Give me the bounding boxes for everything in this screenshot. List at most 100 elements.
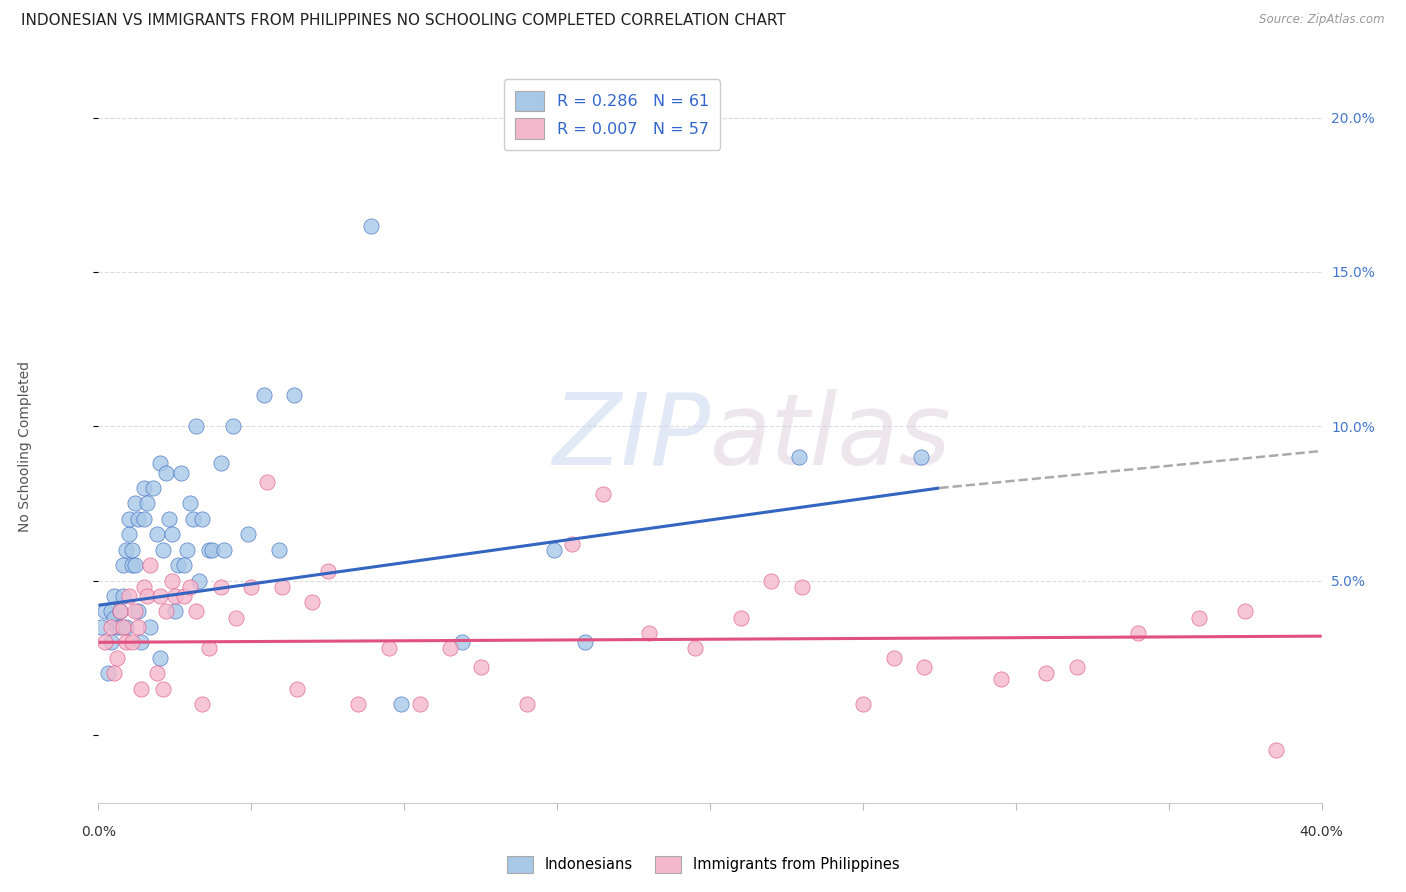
Point — [103, 610, 125, 624]
Point — [160, 574, 183, 588]
Point — [470, 660, 492, 674]
Point — [167, 558, 190, 573]
Point — [883, 650, 905, 665]
Point — [134, 481, 156, 495]
Point — [100, 635, 122, 649]
Point — [408, 697, 430, 711]
Point — [179, 496, 201, 510]
Point — [787, 450, 810, 464]
Point — [389, 697, 412, 711]
Point — [111, 558, 134, 573]
Point — [683, 641, 706, 656]
Point — [152, 681, 174, 696]
Point — [301, 595, 323, 609]
Point — [267, 542, 290, 557]
Point — [108, 604, 131, 618]
Point — [118, 512, 141, 526]
Point — [103, 589, 125, 603]
Text: 40.0%: 40.0% — [1299, 825, 1344, 839]
Point — [912, 660, 935, 674]
Point — [108, 620, 131, 634]
Point — [270, 580, 292, 594]
Point — [152, 542, 174, 557]
Point — [115, 620, 138, 634]
Point — [103, 666, 125, 681]
Point — [181, 512, 204, 526]
Point — [852, 697, 875, 711]
Point — [439, 641, 461, 656]
Point — [134, 580, 156, 594]
Point — [197, 542, 219, 557]
Point — [209, 580, 232, 594]
Point — [561, 536, 583, 550]
Point — [127, 604, 149, 618]
Point — [238, 527, 260, 541]
Point — [222, 419, 245, 434]
Point — [170, 466, 193, 480]
Point — [139, 620, 162, 634]
Point — [149, 650, 172, 665]
Point — [149, 589, 172, 603]
Legend: Indonesians, Immigrants from Philippines: Indonesians, Immigrants from Philippines — [499, 849, 907, 880]
Point — [200, 542, 222, 557]
Text: No Schooling Completed: No Schooling Completed — [18, 360, 32, 532]
Point — [100, 604, 122, 618]
Point — [209, 456, 232, 470]
Point — [134, 512, 156, 526]
Point — [256, 475, 278, 489]
Point — [118, 589, 141, 603]
Point — [360, 219, 382, 233]
Point — [129, 635, 152, 649]
Point — [1264, 743, 1286, 757]
Point — [127, 512, 149, 526]
Point — [186, 604, 208, 618]
Point — [163, 604, 186, 618]
Point — [212, 542, 235, 557]
Point — [990, 673, 1012, 687]
Point — [105, 650, 128, 665]
Point — [136, 496, 159, 510]
Legend: R = 0.286   N = 61, R = 0.007   N = 57: R = 0.286 N = 61, R = 0.007 N = 57 — [505, 79, 720, 150]
Point — [124, 496, 146, 510]
Point — [90, 620, 112, 634]
Point — [100, 620, 122, 634]
Point — [124, 558, 146, 573]
Point — [240, 580, 263, 594]
Point — [155, 466, 177, 480]
Point — [163, 589, 186, 603]
Text: INDONESIAN VS IMMIGRANTS FROM PHILIPPINES NO SCHOOLING COMPLETED CORRELATION CHA: INDONESIAN VS IMMIGRANTS FROM PHILIPPINE… — [21, 13, 786, 29]
Point — [173, 558, 195, 573]
Point — [197, 641, 219, 656]
Point — [160, 527, 183, 541]
Point — [179, 580, 201, 594]
Point — [149, 456, 172, 470]
Point — [145, 527, 167, 541]
Point — [155, 604, 177, 618]
Point — [93, 635, 115, 649]
Text: 0.0%: 0.0% — [82, 825, 115, 839]
Point — [516, 697, 538, 711]
Point — [105, 620, 128, 634]
Point — [574, 635, 596, 649]
Point — [285, 681, 308, 696]
Point — [136, 589, 159, 603]
Point — [1066, 660, 1088, 674]
Point — [188, 574, 211, 588]
Point — [730, 610, 752, 624]
Point — [910, 450, 932, 464]
Point — [121, 635, 143, 649]
Point — [111, 620, 134, 634]
Point — [186, 419, 208, 434]
Point — [378, 641, 401, 656]
Point — [283, 388, 305, 402]
Point — [129, 681, 152, 696]
Point — [127, 620, 149, 634]
Point — [543, 542, 565, 557]
Point — [592, 487, 614, 501]
Text: Source: ZipAtlas.com: Source: ZipAtlas.com — [1260, 13, 1385, 27]
Text: atlas: atlas — [710, 389, 952, 485]
Point — [139, 558, 162, 573]
Point — [118, 527, 141, 541]
Point — [1128, 626, 1150, 640]
Point — [142, 481, 165, 495]
